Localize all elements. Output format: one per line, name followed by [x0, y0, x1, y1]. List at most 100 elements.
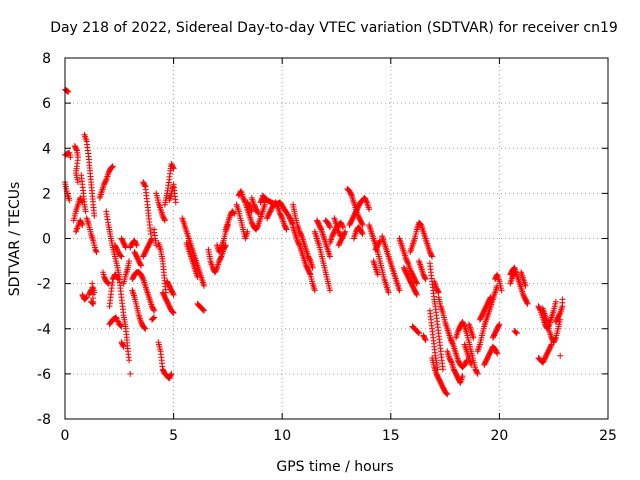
data-point — [429, 253, 436, 260]
data-point — [78, 220, 85, 227]
data-point — [342, 228, 349, 235]
data-point — [200, 306, 207, 313]
data-point — [90, 300, 97, 307]
data-point — [67, 154, 74, 161]
data-point — [366, 206, 373, 213]
x-tick-label: 20 — [490, 428, 508, 444]
data-point — [513, 330, 520, 337]
data-point — [147, 231, 154, 237]
x-axis-label: GPS time / hours — [276, 459, 393, 475]
data-point — [105, 280, 112, 287]
data-point — [359, 229, 365, 236]
data-point — [385, 289, 392, 296]
data-point — [341, 229, 348, 236]
data-point — [138, 262, 144, 269]
y-tick-label: 4 — [42, 141, 51, 157]
data-point — [474, 370, 481, 377]
data-point — [117, 322, 124, 329]
data-point — [75, 179, 81, 186]
data-point — [548, 341, 555, 348]
data-point — [470, 334, 477, 341]
data-point — [326, 223, 333, 230]
data-point — [65, 88, 72, 95]
data-point — [170, 165, 177, 172]
data-point — [151, 307, 158, 314]
data-point — [512, 328, 519, 335]
x-tick-label: 15 — [382, 428, 400, 444]
y-tick-label: 2 — [42, 186, 51, 202]
data-point — [217, 245, 224, 252]
data-point — [435, 289, 442, 296]
x-tick-label: 0 — [61, 428, 70, 444]
data-point — [494, 350, 501, 357]
data-point — [88, 299, 95, 306]
data-point — [172, 199, 179, 206]
y-axis-label: SDTVAR / TECUs — [7, 182, 23, 297]
data-point — [150, 306, 157, 313]
data-point — [114, 317, 121, 324]
data-point — [511, 269, 518, 276]
data-point — [201, 307, 207, 314]
data-point — [422, 337, 429, 343]
data-point — [133, 242, 140, 249]
data-point — [114, 275, 121, 282]
y-tick-label: 0 — [42, 232, 51, 248]
data-point — [117, 252, 124, 259]
data-point — [557, 352, 564, 359]
y-tick-label: 6 — [42, 96, 51, 112]
data-point — [148, 236, 155, 243]
data-point — [311, 287, 318, 294]
data-point — [396, 287, 403, 294]
data-point — [309, 264, 316, 271]
data-point — [126, 357, 133, 364]
data-point — [170, 310, 177, 316]
data-point — [340, 224, 346, 231]
data-point — [374, 271, 381, 278]
data-point — [66, 197, 73, 204]
x-tick-label: 10 — [273, 428, 291, 444]
data-point — [327, 224, 333, 231]
data-points — [62, 86, 566, 398]
data-point — [139, 275, 146, 281]
data-point — [141, 182, 148, 189]
data-point — [230, 209, 237, 216]
data-point — [126, 258, 133, 265]
data-point — [217, 254, 224, 261]
data-point — [296, 241, 302, 248]
data-point — [118, 323, 125, 330]
data-point — [439, 366, 446, 373]
data-point — [115, 318, 121, 325]
data-point — [248, 208, 255, 215]
data-point — [149, 316, 156, 322]
data-point — [118, 253, 125, 260]
data-point — [283, 226, 290, 233]
data-point — [115, 276, 122, 283]
data-point — [443, 390, 450, 397]
data-point — [83, 294, 89, 301]
plot-frame — [64, 57, 609, 420]
data-point — [255, 210, 262, 217]
data-point — [513, 329, 520, 336]
y-tick-label: -8 — [37, 412, 51, 428]
data-point — [444, 391, 451, 398]
data-point — [102, 178, 109, 184]
data-point — [459, 373, 466, 380]
grid-lines — [65, 58, 608, 419]
data-point — [104, 279, 111, 286]
data-point — [161, 217, 168, 224]
data-point — [89, 300, 96, 307]
data-point — [416, 330, 422, 337]
data-point — [194, 273, 201, 280]
data-point — [79, 222, 86, 228]
data-point — [244, 228, 251, 235]
data-point — [201, 282, 207, 289]
data-point — [413, 290, 420, 297]
data-point — [109, 163, 116, 170]
data-point — [327, 253, 333, 260]
data-point — [422, 335, 428, 342]
data-point — [435, 288, 441, 295]
data-point — [422, 275, 428, 281]
data-point — [169, 309, 176, 316]
data-point — [422, 276, 429, 283]
